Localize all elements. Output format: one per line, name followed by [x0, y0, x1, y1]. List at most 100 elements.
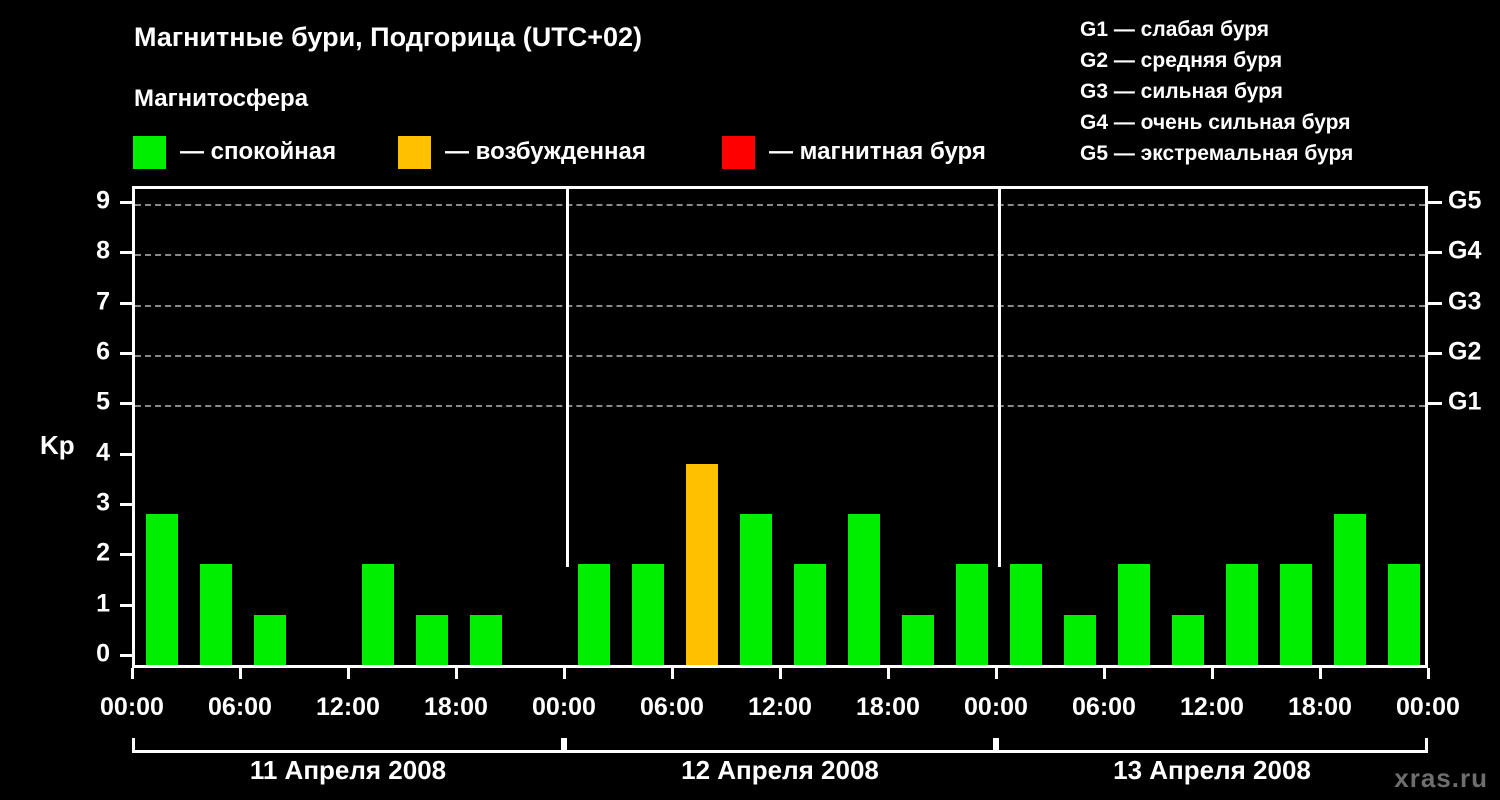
legend-heading: Магнитосфера	[134, 85, 309, 112]
y-tick-mark	[120, 301, 132, 305]
legend-label: — возбужденная	[445, 138, 646, 165]
legend-swatch-active	[398, 135, 431, 169]
y-tick-mark	[120, 352, 132, 355]
g-tick-mark	[1428, 402, 1442, 406]
legend-label: — спокойная	[180, 138, 337, 165]
y-tick-label: 0	[96, 639, 110, 668]
y-tick-label: 4	[96, 438, 110, 467]
bar	[1334, 514, 1366, 665]
g-tick-label: G1	[1448, 387, 1482, 416]
bar	[200, 564, 232, 665]
watermark: xras.ru	[1394, 763, 1488, 793]
x-tick-mark	[778, 668, 782, 679]
bar	[470, 614, 502, 665]
gscale-item: G3 — сильная буря	[1080, 80, 1283, 103]
legend-entry: — возбужденная	[398, 134, 646, 170]
bar	[1226, 564, 1258, 665]
g-tick-label: G3	[1448, 287, 1482, 316]
x-tick-label: 00:00	[1396, 693, 1460, 721]
x-tick-label: 00:00	[964, 693, 1028, 721]
y-tick-label: 3	[96, 488, 110, 517]
legend-label: — магнитная буря	[769, 138, 986, 165]
g-tick-label: G2	[1448, 337, 1482, 366]
gridline	[135, 405, 1425, 408]
x-tick-mark	[1318, 668, 1322, 679]
legend-swatch-quiet	[133, 135, 166, 169]
y-tick-label: 2	[96, 538, 110, 567]
bar	[686, 463, 718, 665]
y-tick-mark	[120, 251, 132, 255]
y-tick-mark	[120, 402, 132, 406]
day-divider	[565, 189, 569, 568]
y-tick-mark	[120, 654, 132, 657]
x-tick-mark	[994, 668, 998, 679]
x-tick-label: 18:00	[856, 693, 920, 721]
day-bracket	[564, 738, 996, 753]
bar	[794, 564, 826, 665]
x-tick-mark	[346, 668, 350, 679]
bar	[1388, 564, 1420, 665]
bar	[578, 564, 610, 665]
bar	[146, 514, 178, 665]
g-tick-mark	[1428, 201, 1442, 204]
y-tick-mark	[120, 603, 132, 607]
gridline	[135, 204, 1425, 206]
bar	[362, 564, 394, 665]
y-tick-label: 7	[96, 287, 110, 316]
x-tick-label: 06:00	[208, 693, 272, 721]
x-tick-mark	[130, 668, 134, 679]
y-tick-label: 5	[96, 387, 110, 416]
gscale-legend: G1 — слабая буря G2 — средняя буря G3 — си…	[1080, 14, 1353, 169]
g-tick-mark	[1428, 352, 1442, 355]
y-axis-title: Kp	[40, 430, 75, 460]
g-tick-mark	[1428, 251, 1442, 255]
y-tick-label: 8	[96, 236, 110, 265]
y-tick-mark	[120, 452, 132, 456]
x-tick-mark	[454, 668, 458, 679]
x-tick-mark	[886, 668, 890, 679]
gridline	[135, 254, 1425, 257]
day-label: 13 Апреля 2008	[1113, 755, 1311, 785]
legend-entry: — магнитная буря	[722, 134, 986, 170]
bar	[1118, 564, 1150, 665]
x-tick-label: 12:00	[316, 693, 380, 721]
gscale-item: G1 — слабая буря	[1080, 18, 1270, 41]
bar	[254, 614, 286, 665]
g-tick-mark	[1428, 301, 1442, 305]
gscale-item: G2 — средняя буря	[1080, 49, 1283, 72]
day-label: 11 Апреля 2008	[249, 755, 447, 785]
legend-swatch-storm	[722, 135, 755, 169]
x-tick-mark	[670, 668, 674, 679]
legend-entry: — спокойная	[133, 134, 336, 170]
y-tick-label: 9	[96, 186, 110, 215]
bar	[956, 564, 988, 665]
day-bracket	[132, 738, 564, 753]
x-tick-label: 18:00	[1288, 693, 1352, 721]
bar	[416, 614, 448, 665]
y-tick-mark	[120, 553, 132, 557]
day-divider	[997, 189, 1001, 568]
gridline	[135, 355, 1425, 357]
bar	[848, 514, 880, 665]
day-label: 12 Апреля 2008	[681, 755, 879, 785]
x-tick-label: 12:00	[1180, 693, 1244, 721]
x-tick-label: 06:00	[1072, 693, 1136, 721]
bar	[740, 514, 772, 665]
bar	[1064, 614, 1096, 665]
x-tick-label: 06:00	[640, 693, 704, 721]
x-tick-mark	[562, 668, 566, 679]
y-tick-label: 1	[96, 589, 110, 618]
bar	[632, 564, 664, 665]
plot-area	[132, 186, 1428, 668]
y-tick-mark	[120, 201, 132, 204]
y-tick-mark	[120, 503, 132, 506]
x-tick-label: 00:00	[100, 693, 164, 721]
day-bracket	[996, 738, 1428, 753]
x-tick-label: 12:00	[748, 693, 812, 721]
gscale-item: G5 — экстремальная буря	[1080, 142, 1354, 165]
x-tick-mark	[1102, 668, 1106, 679]
bar	[902, 614, 934, 665]
x-tick-label: 18:00	[424, 693, 488, 721]
gridline	[135, 304, 1425, 307]
